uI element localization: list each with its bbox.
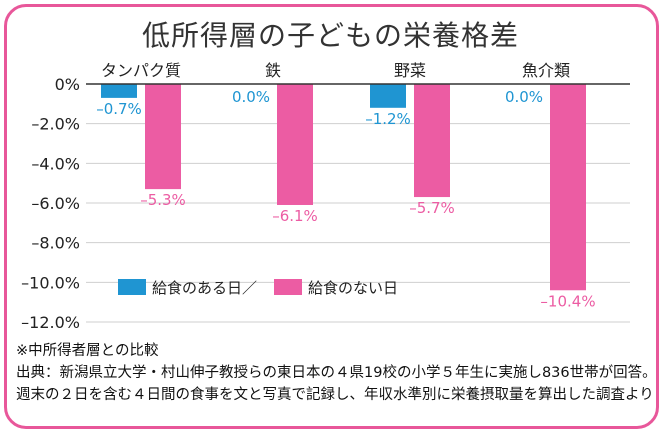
source-note-line1: 出典：新潟県立大学・村山伸子教授らの東日本の４県19校の小学５年生に実施し836… <box>16 365 657 381</box>
data-label: 0.0% <box>232 88 270 106</box>
data-label: –6.1% <box>272 207 318 225</box>
bar <box>277 84 313 205</box>
comparison-note: ※中所得者層との比較 <box>16 343 159 359</box>
y-tick-label: –8.0% <box>31 234 80 253</box>
legend-swatch <box>274 279 302 295</box>
data-label: 0.0% <box>505 88 543 106</box>
legend-swatch <box>118 279 146 295</box>
y-tick-label: –6.0% <box>31 194 80 213</box>
bar <box>370 84 406 108</box>
data-label: –1.2% <box>365 110 411 128</box>
category-label: 鉄 <box>265 61 281 80</box>
chart-frame <box>4 4 659 429</box>
y-tick-label: –10.0% <box>21 273 80 292</box>
data-label: –10.4% <box>540 292 595 310</box>
data-label: –5.3% <box>140 191 186 209</box>
y-tick-label: –2.0% <box>31 115 80 134</box>
bar <box>145 84 181 190</box>
data-label: –5.7% <box>409 199 455 217</box>
category-label: 魚介類 <box>522 61 570 80</box>
chart-notes: ※中所得者層との比較 出典：新潟県立大学・村山伸子教授らの東日本の４県19校の小… <box>16 340 657 406</box>
bar <box>101 84 137 98</box>
source-note-line2: 週末の２日を含む４日間の食事を文と写真で記録し、年収水準別に栄養摂取量を算出した… <box>16 387 654 403</box>
y-tick-label: 0% <box>55 75 80 94</box>
bar <box>414 84 450 198</box>
category-label: タンパク質 <box>101 61 181 80</box>
y-tick-label: –12.0% <box>21 313 80 332</box>
data-label: –0.7% <box>96 100 142 118</box>
category-label: 野菜 <box>394 61 426 80</box>
legend-label: 給食のある日／ <box>152 279 257 297</box>
bar <box>550 84 586 291</box>
chart-title: 低所得層の子どもの栄養格差 <box>141 19 519 52</box>
legend-label: 給食のない日 <box>308 279 398 297</box>
y-tick-label: –4.0% <box>31 154 80 173</box>
